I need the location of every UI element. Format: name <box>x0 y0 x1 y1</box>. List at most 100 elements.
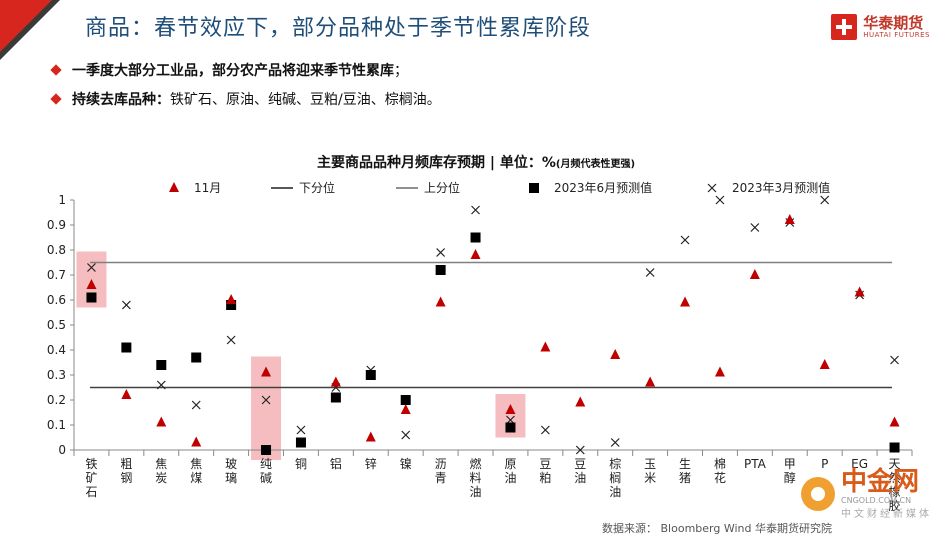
y-tick-label: 0.9 <box>47 218 66 232</box>
point-x-11 <box>471 205 480 215</box>
point-square-6 <box>295 437 306 448</box>
point-triangle-14 <box>575 396 586 407</box>
legend-label-3: 2023年6月预测值 <box>554 180 652 195</box>
huatai-logo-icon <box>831 14 858 40</box>
point-square-1 <box>121 342 132 353</box>
bullet-1-bold: 一季度大部分工业品，部分农产品将迎来季节性累库 <box>72 63 394 79</box>
point-triangle-5 <box>261 366 272 377</box>
point-x-19 <box>750 223 760 232</box>
point-x-2 <box>156 380 166 390</box>
x-category-label: 铁矿石 <box>85 457 97 499</box>
watermark-cn: 中金网 <box>841 467 920 497</box>
corner-decoration-dark <box>0 0 60 60</box>
point-square-2 <box>156 360 167 370</box>
x-category-label: 天然橡胶 <box>889 457 901 513</box>
x-category-label: 锌 <box>365 457 377 471</box>
point-square-10 <box>435 265 446 275</box>
logo-name-cn: 华泰期货 <box>863 14 924 32</box>
point-x-23 <box>890 355 899 365</box>
point-triangle-15 <box>610 349 621 359</box>
x-category-label: 生猪 <box>679 457 691 485</box>
y-tick-label: 0.3 <box>47 368 66 382</box>
point-x-4 <box>226 335 236 345</box>
point-triangle-9 <box>400 404 411 414</box>
x-category-label: 焦煤 <box>190 457 202 485</box>
point-triangle-13 <box>540 341 551 352</box>
point-x-13 <box>540 425 550 435</box>
x-category-label: EG <box>851 457 868 471</box>
point-triangle-2 <box>156 416 167 427</box>
x-category-label: 甲醇 <box>784 457 796 485</box>
point-x-6 <box>296 425 306 435</box>
point-square-legend-3 <box>529 183 539 193</box>
y-tick-label: 0.6 <box>47 293 66 307</box>
point-x-16 <box>645 268 655 277</box>
x-category-label: 铜 <box>295 456 307 471</box>
point-triangle-17 <box>680 296 691 307</box>
x-category-label: 豆油 <box>574 457 586 485</box>
point-triangle-20 <box>784 214 795 224</box>
y-tick-label: 1 <box>58 193 66 207</box>
legend-label-4: 2023年3月预测值 <box>732 180 830 195</box>
point-x-18 <box>715 195 725 205</box>
point-x-9 <box>401 430 411 440</box>
x-category-label: PTA <box>744 457 767 471</box>
point-square-7 <box>330 392 341 403</box>
point-square-8 <box>365 370 376 380</box>
point-triangle-21 <box>819 359 830 369</box>
y-tick-label: 0.8 <box>47 243 66 257</box>
company-logo: 华泰期货 HUATAI FUTURES <box>831 14 930 40</box>
point-triangle-4 <box>226 294 237 304</box>
point-x-1 <box>121 300 131 310</box>
chart-title-main: 主要商品品种月频库存预期 | 单位：% <box>316 155 556 171</box>
point-triangle-8 <box>365 431 376 442</box>
point-square-0 <box>86 292 97 303</box>
point-triangle-12 <box>505 404 516 414</box>
point-square-23 <box>889 442 900 453</box>
x-category-label: 玻璃 <box>225 457 237 485</box>
legend-label-0: 11月 <box>194 181 221 195</box>
point-x-17 <box>680 235 690 245</box>
point-square-12 <box>505 422 516 433</box>
point-x-14 <box>575 445 585 455</box>
y-tick-label: 0.1 <box>47 418 66 432</box>
y-tick-label: 0.2 <box>47 393 66 407</box>
watermark-en: CNGOLD.COM.CN <box>841 496 912 505</box>
chart-title-note: (月频代表性更强) <box>555 159 636 170</box>
point-x-5 <box>261 395 271 405</box>
point-square-9 <box>400 395 411 405</box>
point-triangle-1 <box>121 389 132 399</box>
bullet-2-bold: 持续去库品种： <box>72 92 170 108</box>
y-tick-label: 0.7 <box>47 268 66 282</box>
x-category-label: 镍 <box>400 457 412 471</box>
point-x-0 <box>87 263 96 272</box>
x-category-label: 玉米 <box>644 457 656 485</box>
x-category-label: 焦炭 <box>155 457 167 485</box>
bullet-1: 一季度大部分工业品，部分农产品将迎来季节性累库； <box>50 60 408 80</box>
point-triangle-22 <box>854 286 865 297</box>
x-category-label: 原油 <box>504 457 516 485</box>
x-category-label: 纯碱 <box>260 457 272 485</box>
cngold-logo-icon <box>801 477 835 511</box>
point-square-4 <box>226 300 237 310</box>
point-x-10 <box>436 248 446 257</box>
legend-label-2: 上分位 <box>424 180 460 195</box>
point-triangle-23 <box>889 416 900 427</box>
point-square-5 <box>261 445 272 455</box>
point-triangle-10 <box>435 296 446 307</box>
point-triangle-3 <box>191 436 202 447</box>
x-category-label: 棕榈油 <box>609 456 621 499</box>
cngold-watermark: 中金网 CNGOLD.COM.CN 中文财经新媒体 <box>801 468 932 520</box>
x-category-label: 棉花 <box>714 457 726 485</box>
y-tick-label: 0 <box>58 443 66 457</box>
x-category-label: P <box>821 457 828 471</box>
point-triangle-0 <box>86 279 97 289</box>
point-x-legend-4 <box>707 183 717 193</box>
chart-title: 主要商品品种月频库存预期 | 单位：%(月频代表性更强) <box>0 152 952 172</box>
x-category-label: 铝 <box>330 456 342 471</box>
x-category-label: 沥青 <box>435 457 447 485</box>
legend-label-1: 下分位 <box>299 180 335 195</box>
point-x-3 <box>191 400 201 410</box>
y-tick-label: 0.5 <box>47 318 66 332</box>
